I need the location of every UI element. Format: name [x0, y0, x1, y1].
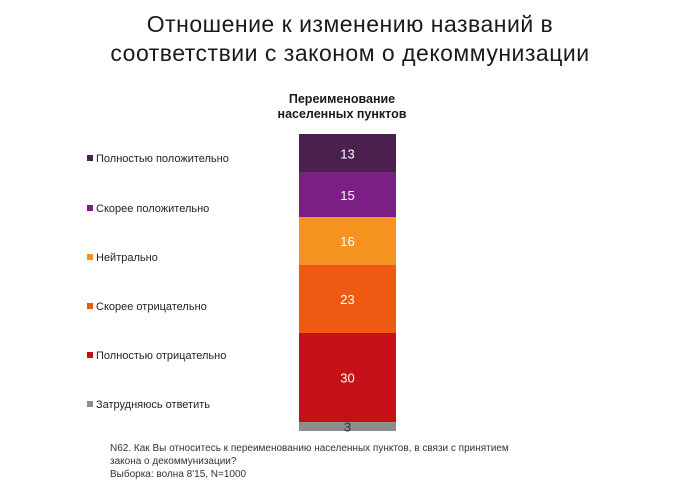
footnote-sample: Выборка: волна 8'15, N=1000 — [110, 469, 247, 480]
legend-swatch-4 — [87, 303, 93, 309]
legend-label-4: Скорее отрицательно — [96, 301, 207, 313]
legend-item-5: Полностью отрицательно — [87, 350, 226, 363]
data-label-4: 23 — [340, 292, 354, 307]
chart-title-line-2: соответствии с законом о декоммунизации — [110, 40, 590, 66]
bar-category-label: Переименование населенных пунктов — [252, 92, 432, 122]
bar-category-label-line-1: Переименование — [288, 92, 396, 106]
chart-title-line-1: Отношение к изменению названий в — [146, 11, 554, 37]
bar-segment-4 — [299, 264, 396, 333]
data-label-5: 30 — [340, 371, 354, 386]
bar-segment-6 — [299, 422, 396, 431]
legend-label-3: Нейтрально — [96, 252, 158, 264]
bar-segment-3 — [299, 217, 396, 265]
data-label-3: 16 — [340, 234, 354, 249]
footnote-question-continued: закона о декоммунизации? — [110, 456, 237, 467]
legend-label-2: Скорее положительно — [96, 203, 210, 215]
footnote: N62. Как Вы относитесь к переименованию … — [110, 442, 580, 481]
footnote-question: N62. Как Вы относитесь к переименованию … — [110, 443, 509, 454]
legend-label-5: Полностью отрицательно — [96, 350, 227, 362]
legend-swatch-2 — [87, 205, 93, 211]
data-label-6: 3 — [344, 420, 351, 435]
legend-swatch-5 — [87, 352, 93, 358]
bar-segment-1 — [299, 134, 396, 173]
legend-swatch-3 — [87, 254, 93, 260]
legend-item-6: Затрудняюсь ответить — [87, 399, 210, 412]
legend-item-1: Полностью положительно — [87, 153, 229, 166]
legend-swatch-6 — [87, 401, 93, 407]
legend-swatch-1 — [87, 155, 93, 161]
data-label-1: 13 — [340, 146, 354, 161]
data-label-2: 15 — [340, 188, 354, 203]
chart-title: Отношение к изменению названий в соответ… — [0, 10, 700, 68]
legend-item-4: Скорее отрицательно — [87, 301, 207, 314]
legend-item-3: Нейтрально — [87, 252, 158, 265]
bar-segment-2 — [299, 172, 396, 218]
legend-item-2: Скорее положительно — [87, 203, 209, 216]
bar-segment-5 — [299, 332, 396, 423]
bar-category-label-line-2: населенных пунктов — [277, 107, 407, 121]
legend-label-6: Затрудняюсь ответить — [96, 399, 211, 411]
legend-label-1: Полностью положительно — [96, 153, 229, 165]
